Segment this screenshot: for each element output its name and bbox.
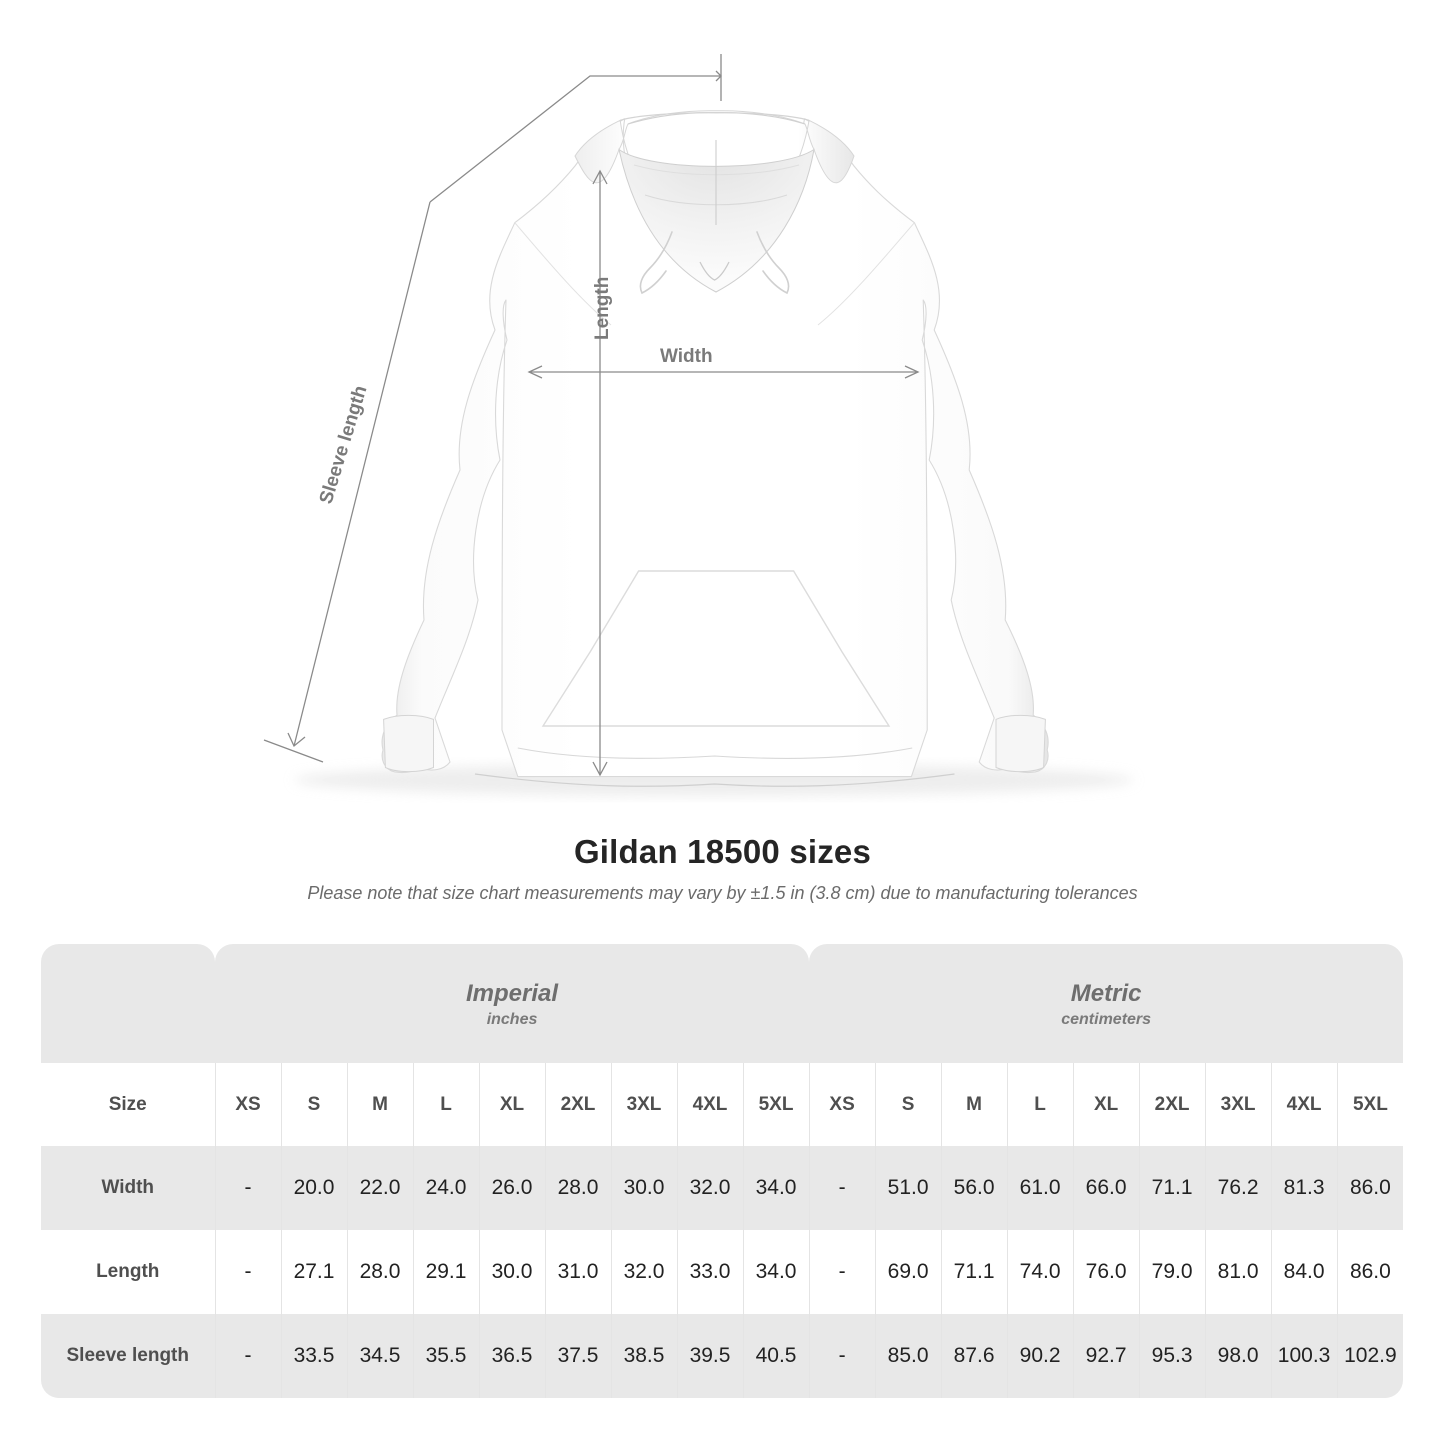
svg-text:Width: Width xyxy=(660,346,713,367)
svg-text:Sleeve length: Sleeve length xyxy=(316,383,372,506)
svg-text:Length: Length xyxy=(592,277,613,340)
